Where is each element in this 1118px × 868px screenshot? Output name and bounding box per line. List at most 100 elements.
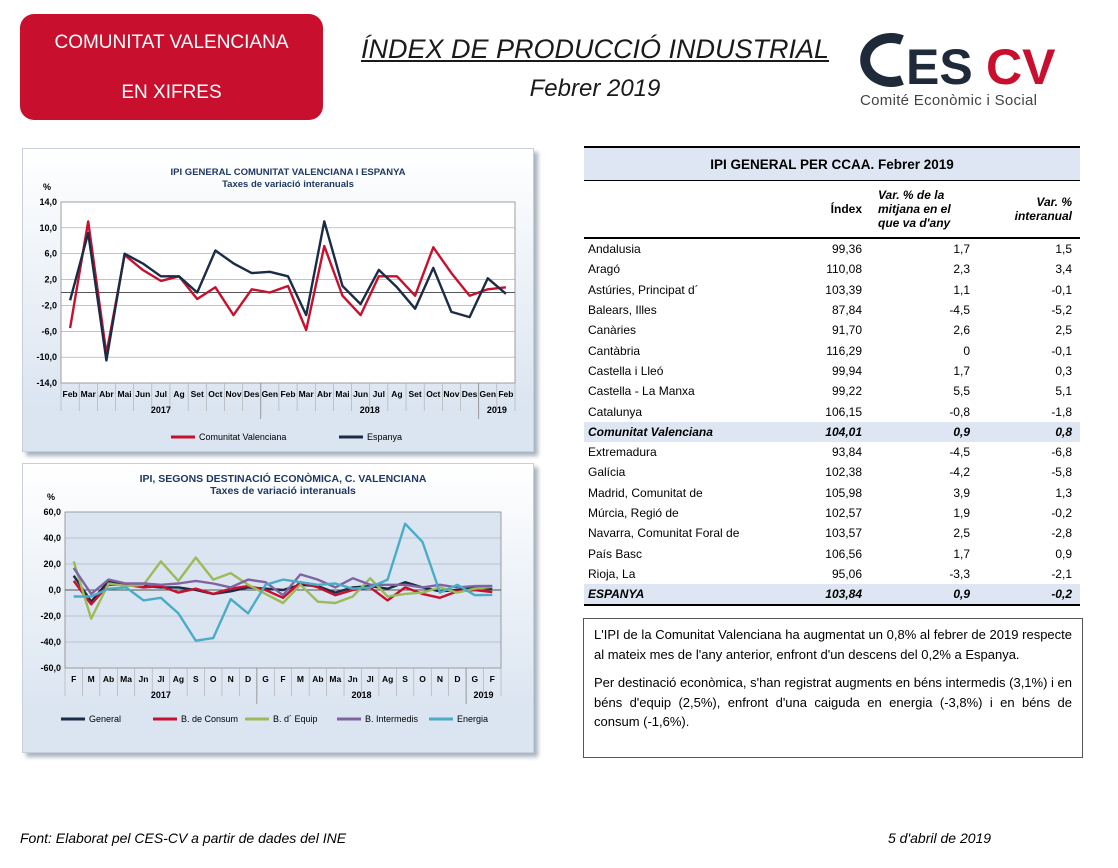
- row-var-mitjana: 1,7: [953, 363, 970, 378]
- row-index-value: 102,57: [825, 506, 862, 520]
- row-index-value: 103,84: [796, 584, 874, 607]
- row-index-value: 87,84: [831, 303, 862, 318]
- legend-entry: General: [89, 714, 121, 724]
- row-region-name: ESPANYA: [584, 584, 796, 607]
- year-label: 2017: [151, 405, 171, 415]
- row-var-interanual: 0,9: [1055, 546, 1072, 561]
- x-tick-label: Nov: [225, 389, 241, 399]
- row-index-value: 95,06: [831, 566, 862, 581]
- row-var-mitjana: 1,1: [953, 282, 970, 297]
- y-tick-label: -40,0: [40, 637, 61, 647]
- row-var-mitjana: -4,5: [949, 445, 970, 460]
- row-var-mitjana: 2,6: [953, 323, 970, 338]
- x-tick-label: Jun: [135, 389, 150, 399]
- x-tick-label: F: [490, 674, 495, 684]
- page-title: ÍNDEX DE PRODUCCIÓ INDUSTRIAL: [360, 34, 830, 64]
- x-tick-label: Ag: [382, 674, 393, 684]
- row-var-mitjana: 1,7: [953, 546, 970, 561]
- x-tick-label: Ab: [312, 674, 323, 684]
- x-tick-label: O: [210, 674, 217, 684]
- table-row: Balears, Illes 87,84 -4,5 -5,2: [584, 300, 1080, 320]
- row-var-mitjana: 2,3: [953, 262, 970, 277]
- x-tick-label: S: [193, 674, 199, 684]
- x-tick-label: Ab: [103, 674, 114, 684]
- x-tick-label: Oct: [426, 389, 440, 399]
- x-tick-label: D: [454, 674, 460, 684]
- legend-entry: B. d´ Equip: [273, 714, 318, 724]
- x-tick-label: Ag: [391, 389, 402, 399]
- row-region-name: Aragó: [588, 262, 621, 277]
- ccaa-table: IPI GENERAL PER CCAA. Febrer 2019 Índex …: [584, 146, 1080, 607]
- row-region-name: Astúries, Principat d´: [588, 282, 699, 297]
- y-tick-label: 60,0: [43, 507, 61, 517]
- report-title: ÍNDEX DE PRODUCCIÓ INDUSTRIAL Febrer 201…: [330, 34, 860, 103]
- logo-subtitle: Comité Econòmic i Social: [860, 92, 1038, 109]
- chart-title: IPI, SEGONS DESTINACIÓ ECONÒMICA, C. VAL…: [140, 472, 427, 485]
- x-tick-label: Set: [191, 389, 204, 399]
- x-tick-label: Des: [462, 389, 478, 399]
- row-var-interanual: -5,2: [1051, 303, 1072, 318]
- badge-line-1: COMUNITAT VALENCIANA: [54, 32, 289, 53]
- table-row: Extremadura 93,84 -4,5 -6,8: [584, 442, 1080, 462]
- series-line-b-intermedis: [72, 567, 493, 597]
- table-row: Galícia 102,38 -4,2 -5,8: [584, 462, 1080, 482]
- x-tick-label: F: [71, 674, 76, 684]
- logo-c-shape: [860, 33, 904, 87]
- x-tick-label: Gen: [262, 389, 279, 399]
- x-tick-label: Jul: [373, 389, 385, 399]
- y-tick-label: 10,0: [39, 223, 57, 233]
- ipi-general-chart: IPI GENERAL COMUNITAT VALENCIANA I ESPAN…: [22, 148, 534, 452]
- row-region-name: Galícia: [588, 465, 626, 480]
- y-tick-label: -20,0: [40, 611, 61, 621]
- table-row: Catalunya 106,15 -0,8 -1,8: [584, 401, 1080, 421]
- legend-entry: Espanya: [367, 432, 402, 442]
- ccaa-table-wrapper: IPI GENERAL PER CCAA. Febrer 2019 Índex …: [584, 146, 1080, 607]
- year-label: 2019: [474, 690, 494, 700]
- row-region-name: Canàries: [588, 323, 637, 338]
- commentary-paragraph-1: L'IPI de la Comunitat Valenciana ha augm…: [594, 627, 1072, 662]
- row-var-mitjana: 0,9: [874, 421, 982, 442]
- series-line-b-d-equip: [72, 556, 493, 620]
- y-tick-label: -6,0: [41, 326, 57, 336]
- row-region-name: Madrid, Comunitat de: [588, 485, 703, 500]
- row-index-value: 99,36: [831, 242, 862, 257]
- table-row: Andalusia 99,36 1,7 1,5: [584, 238, 1080, 259]
- x-tick-label: Ag: [173, 389, 184, 399]
- x-tick-label: D: [245, 674, 251, 684]
- table-row: Astúries, Principat d´ 103,39 1,1 -0,1: [584, 280, 1080, 300]
- commentary-paragraph-2: Per destinació econòmica, s'han registra…: [594, 675, 1072, 729]
- row-var-interanual: 5,1: [1055, 384, 1072, 399]
- x-tick-label: Jun: [353, 389, 368, 399]
- chart-subtitle: Taxes de variació interanuals: [210, 485, 356, 497]
- row-var-interanual: -2,8: [1051, 526, 1072, 541]
- row-var-mitjana: -4,5: [949, 303, 970, 318]
- row-region-name: Cantàbria: [588, 343, 641, 358]
- row-var-interanual: -2,1: [1051, 566, 1072, 581]
- x-tick-label: Jn: [348, 674, 358, 684]
- x-tick-label: Feb: [63, 389, 78, 399]
- row-var-interanual: 2,5: [1055, 323, 1072, 338]
- row-var-mitjana: 1,7: [953, 242, 970, 257]
- row-var-interanual: -0,2: [1051, 506, 1072, 520]
- y-axis-label: %: [43, 182, 51, 192]
- row-index-value: 103,57: [825, 526, 862, 541]
- x-tick-label: M: [297, 674, 304, 684]
- table-row: Aragó 110,08 2,3 3,4: [584, 259, 1080, 279]
- x-tick-label: Oct: [208, 389, 222, 399]
- x-tick-label: Ag: [173, 674, 184, 684]
- badge-line-2: EN XIFRES: [121, 82, 222, 103]
- row-var-mitjana: -3,3: [949, 566, 970, 581]
- logo-text-es: ES: [906, 39, 973, 92]
- chart-title: IPI GENERAL COMUNITAT VALENCIANA I ESPAN…: [171, 167, 406, 178]
- page-subtitle: Febrer 2019: [529, 75, 661, 102]
- x-tick-label: Jl: [367, 674, 374, 684]
- ipi-destination-chart-svg: IPI, SEGONS DESTINACIÓ ECONÒMICA, C. VAL…: [40, 472, 502, 724]
- row-region-name: Navarra, Comunitat Foral de: [588, 526, 740, 541]
- x-tick-label: S: [402, 674, 408, 684]
- row-region-name: Catalunya: [588, 404, 643, 419]
- x-tick-label: Abr: [99, 389, 114, 399]
- header-var-mitjana: Var. % de la mitjana en el que va d'any: [874, 180, 982, 239]
- row-index-value: 104,01: [796, 421, 874, 442]
- x-tick-label: Gen: [479, 389, 496, 399]
- row-index-value: 102,38: [825, 465, 862, 480]
